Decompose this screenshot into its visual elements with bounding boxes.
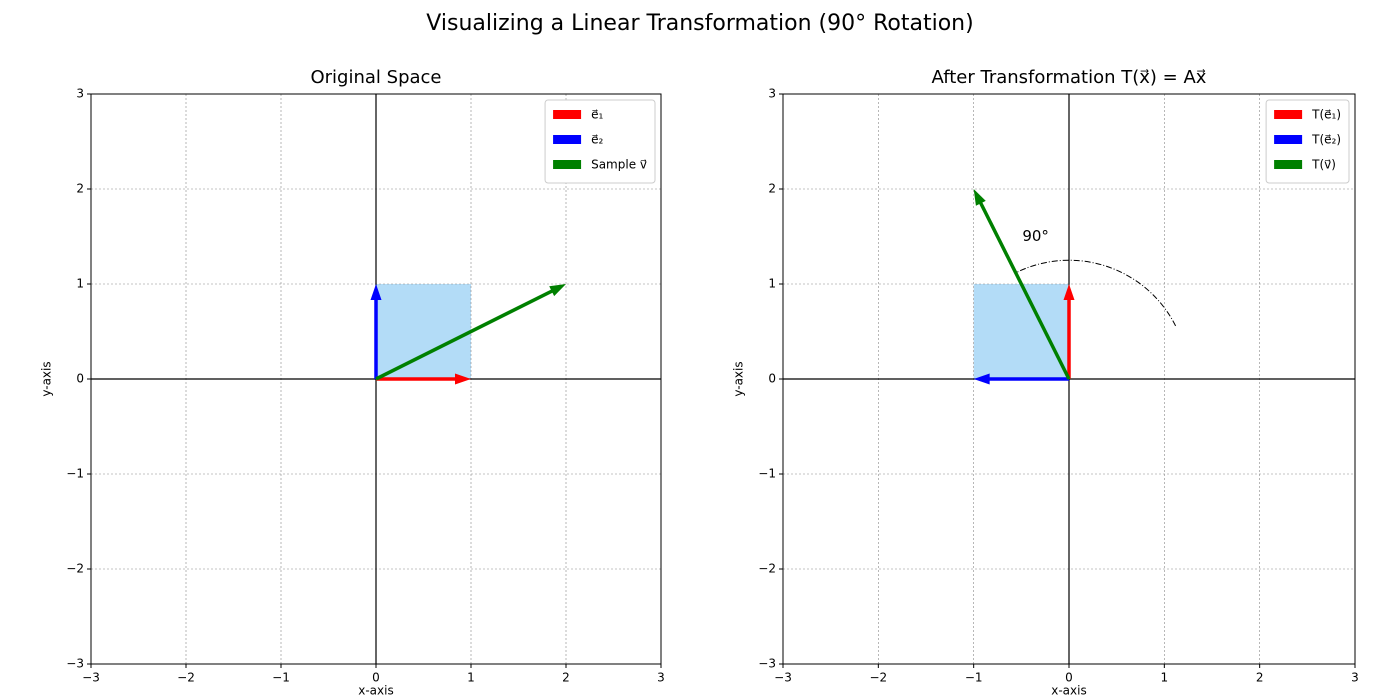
y-tick-label: 0 [768,372,776,386]
x-tick-label: 0 [1065,671,1073,685]
y-tick-label: −1 [66,467,84,481]
axes-title: After Transformation T(x⃗) = Ax⃗ [932,67,1207,88]
legend-label: T(e⃗₁) [1311,108,1341,122]
y-tick-label: 1 [768,277,776,291]
x-tick-label: 2 [1256,671,1264,685]
x-tick-label: −3 [774,671,792,685]
axes: After Transformation T(x⃗) = Ax⃗ −3 −2 −1 0 1… [732,67,1359,698]
legend-swatch [1274,110,1303,119]
x-tick-label: −1 [272,671,290,685]
annotation: 90° [1022,227,1049,245]
vector-head [455,373,471,385]
y-axis-label: y-axis [732,361,746,396]
legend-label: e⃗₁ [591,108,603,122]
axes: Original Space −3 −2 −1 0 1 2 3 −3 −2 −1 0 1 2 3 x-axis… [40,67,665,698]
legend: e⃗₁ e⃗₂ Sample v⃗ [544,99,656,184]
vector-shaft [375,288,555,381]
x-tick-label: −2 [177,671,195,685]
x-tick-label: 3 [657,671,665,685]
y-tick-label: −3 [758,657,776,671]
x-tick-label: 3 [1351,671,1359,685]
x-tick-label: −3 [82,671,100,685]
y-axis-label: y-axis [40,361,54,396]
x-tick-label: 0 [372,671,380,685]
legend-swatch [1274,160,1303,169]
y-tick-label: 2 [768,182,776,196]
vector-shaft [978,200,1071,380]
vector-arrow [973,373,1069,385]
x-axis-label: x-axis [1051,684,1086,698]
rotation-arc [1015,259,1177,327]
vector-head [549,284,566,297]
axes-title: Original Space [310,67,441,88]
vector-arrow [375,284,566,381]
legend-swatch [553,135,582,144]
plot-frame [782,93,1356,665]
legend-swatch [1274,135,1303,144]
vector-head [973,373,990,385]
y-tick-label: −2 [66,562,84,576]
legend: T(e⃗₁) T(e⃗₂) T(v⃗) [1265,99,1350,184]
vector-arrow [376,373,471,385]
x-tick-label: 1 [467,671,475,685]
y-tick-label: 0 [76,372,84,386]
vector-head [1063,284,1075,300]
plot-frame [90,93,662,665]
vector-arrow [1063,284,1075,379]
legend-label: T(v⃗) [1311,158,1336,172]
x-axis-label: x-axis [358,684,393,698]
y-tick-label: 3 [768,87,776,101]
vector-arrow [370,284,382,379]
vector-head [973,189,986,206]
legend-label: Sample v⃗ [591,158,647,172]
y-tick-label: −2 [758,562,776,576]
x-tick-label: −2 [869,671,887,685]
transformed-square [973,284,1069,379]
y-tick-label: 2 [76,182,84,196]
legend-label: T(e⃗₂) [1311,133,1341,147]
figure-title: Visualizing a Linear Transformation (90°… [426,11,973,36]
x-tick-label: 2 [562,671,570,685]
legend-swatch [553,110,582,119]
vector-arrow [973,189,1071,380]
y-tick-label: 1 [76,277,84,291]
y-tick-label: −3 [66,657,84,671]
y-tick-label: −1 [758,467,776,481]
vector-head [370,284,382,300]
transformed-square [376,284,471,379]
legend-label: e⃗₂ [591,133,603,147]
x-tick-label: −1 [965,671,983,685]
x-tick-label: 1 [1161,671,1169,685]
y-tick-label: 3 [76,87,84,101]
legend-swatch [553,160,582,169]
